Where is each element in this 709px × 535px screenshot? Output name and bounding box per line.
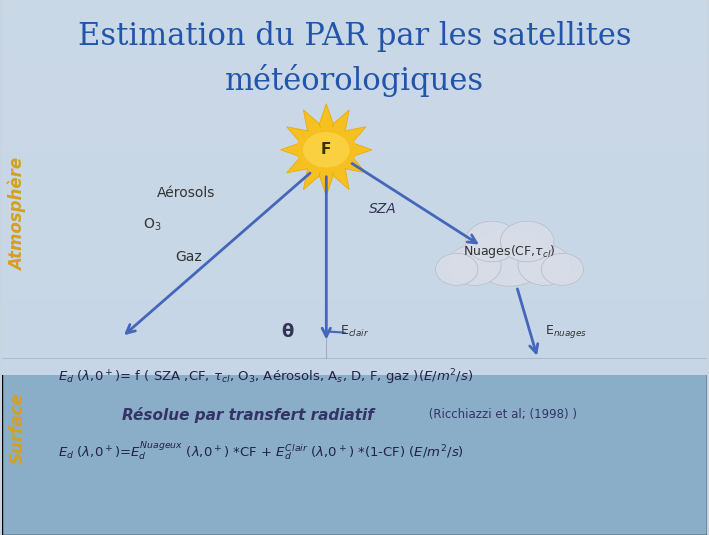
Bar bbox=[2, 285, 707, 292]
Polygon shape bbox=[319, 150, 333, 196]
Bar bbox=[2, 262, 707, 270]
Bar bbox=[2, 247, 707, 255]
Bar bbox=[2, 165, 707, 172]
Bar bbox=[2, 142, 707, 150]
Circle shape bbox=[541, 253, 584, 285]
Bar bbox=[2, 232, 707, 240]
Text: O$_3$: O$_3$ bbox=[143, 217, 162, 233]
Bar bbox=[2, 307, 707, 315]
Text: E$_{nuages}$: E$_{nuages}$ bbox=[545, 323, 586, 340]
Text: Résolue par transfert radiatif: Résolue par transfert radiatif bbox=[122, 407, 374, 423]
Text: $E_d$ ($\lambda$,0$^+$)= f ( SZA ,CF, $\tau_{cl}$, O$_3$, Aérosols, A$_s$, D, F,: $E_d$ ($\lambda$,0$^+$)= f ( SZA ,CF, $\… bbox=[58, 368, 474, 387]
Bar bbox=[2, 172, 707, 180]
Text: météorologiques: météorologiques bbox=[225, 64, 484, 97]
Bar bbox=[2, 105, 707, 112]
Bar bbox=[2, 90, 707, 97]
Circle shape bbox=[471, 227, 548, 286]
Text: SZA: SZA bbox=[369, 202, 396, 216]
Text: Aérosols: Aérosols bbox=[157, 186, 216, 200]
Text: F: F bbox=[321, 142, 332, 157]
Bar bbox=[2, 292, 707, 300]
Bar bbox=[2, 352, 707, 360]
Polygon shape bbox=[303, 110, 326, 150]
Bar bbox=[2, 7, 707, 15]
Circle shape bbox=[303, 133, 349, 167]
Bar bbox=[2, 112, 707, 120]
Bar bbox=[2, 202, 707, 210]
Bar bbox=[2, 150, 707, 157]
Bar bbox=[2, 240, 707, 247]
Polygon shape bbox=[326, 150, 366, 173]
Bar bbox=[2, 97, 707, 105]
Bar bbox=[2, 60, 707, 67]
Bar bbox=[2, 120, 707, 127]
Bar bbox=[2, 75, 707, 82]
Bar bbox=[2, 210, 707, 217]
Circle shape bbox=[447, 245, 501, 286]
Bar bbox=[2, 67, 707, 75]
FancyBboxPatch shape bbox=[2, 0, 707, 374]
Text: (Ricchiazzi et al; (1998) ): (Ricchiazzi et al; (1998) ) bbox=[425, 408, 577, 421]
Text: Nuages(CF,$\tau_{cl}$): Nuages(CF,$\tau_{cl}$) bbox=[463, 243, 556, 260]
Bar bbox=[2, 322, 707, 330]
Bar bbox=[2, 255, 707, 262]
Polygon shape bbox=[303, 150, 326, 190]
Bar bbox=[2, 217, 707, 225]
Polygon shape bbox=[286, 150, 326, 173]
Bar bbox=[2, 15, 707, 22]
Text: $E_d$ ($\lambda$,0$^+$)=$E_d^{Nuageux}$ ($\lambda$,0$^+$) *CF + $E_d^{Clair}$ ($: $E_d$ ($\lambda$,0$^+$)=$E_d^{Nuageux}$ … bbox=[58, 441, 464, 463]
Bar bbox=[2, 345, 707, 352]
Text: E$_{clair}$: E$_{clair}$ bbox=[340, 324, 369, 339]
FancyBboxPatch shape bbox=[2, 364, 707, 535]
Polygon shape bbox=[286, 127, 326, 150]
Text: θ: θ bbox=[281, 323, 294, 341]
Polygon shape bbox=[326, 143, 372, 157]
Bar bbox=[2, 187, 707, 195]
Polygon shape bbox=[326, 150, 350, 190]
Bar bbox=[2, 157, 707, 165]
Bar bbox=[2, 277, 707, 285]
Bar bbox=[2, 360, 707, 367]
Bar bbox=[2, 337, 707, 345]
Polygon shape bbox=[319, 104, 333, 150]
Bar bbox=[2, 30, 707, 37]
Bar bbox=[2, 45, 707, 52]
Text: Surface: Surface bbox=[9, 392, 26, 464]
Text: Atmosphère: Atmosphère bbox=[9, 157, 27, 271]
Polygon shape bbox=[326, 110, 350, 150]
Circle shape bbox=[465, 221, 519, 262]
Bar bbox=[2, 225, 707, 232]
Bar bbox=[2, 52, 707, 60]
Bar bbox=[2, 135, 707, 142]
Bar bbox=[2, 315, 707, 322]
Circle shape bbox=[435, 253, 478, 285]
Bar bbox=[2, 22, 707, 30]
Polygon shape bbox=[281, 143, 326, 157]
Bar bbox=[2, 127, 707, 135]
Bar bbox=[2, 195, 707, 202]
Bar bbox=[2, 367, 707, 374]
Bar bbox=[2, 270, 707, 277]
Bar bbox=[2, 330, 707, 337]
Circle shape bbox=[296, 127, 356, 172]
Bar bbox=[2, 180, 707, 187]
Circle shape bbox=[501, 221, 554, 262]
Bar bbox=[2, 300, 707, 307]
Bar bbox=[2, 0, 707, 7]
Bar bbox=[2, 82, 707, 90]
Circle shape bbox=[518, 245, 571, 286]
Text: Estimation du PAR par les satellites: Estimation du PAR par les satellites bbox=[78, 21, 631, 52]
Polygon shape bbox=[326, 127, 366, 150]
Text: Gaz: Gaz bbox=[174, 250, 201, 264]
Bar bbox=[2, 37, 707, 45]
